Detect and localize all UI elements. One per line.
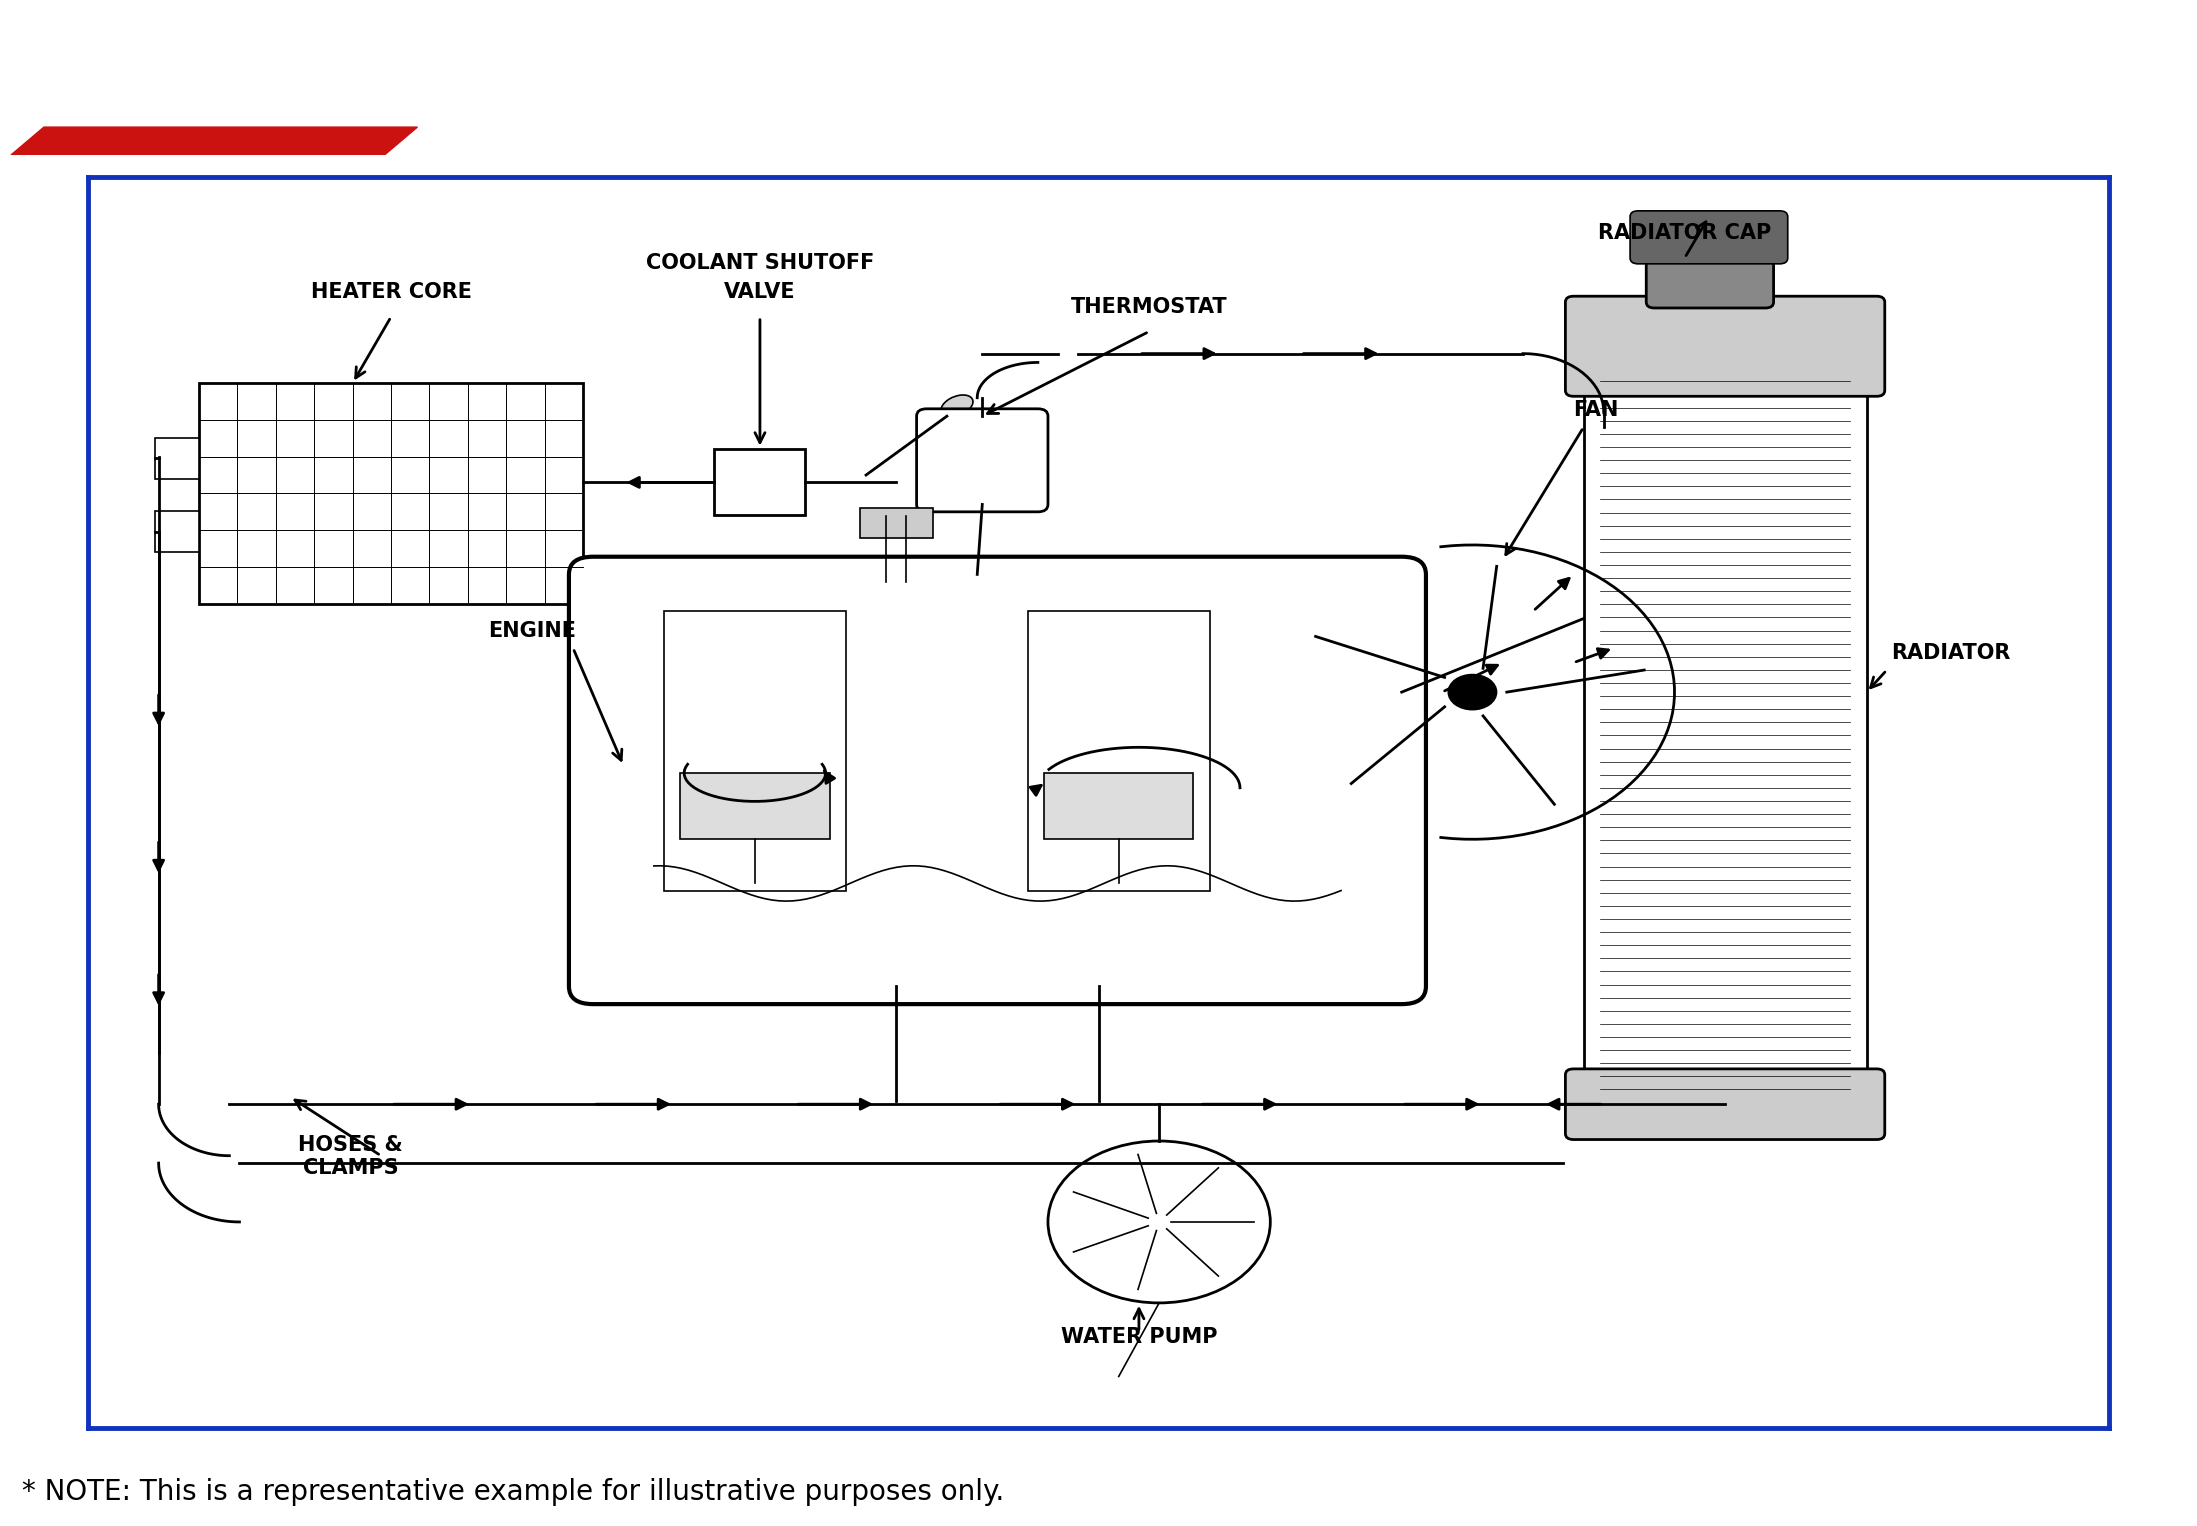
Circle shape [1048, 1141, 1270, 1303]
Polygon shape [11, 127, 417, 156]
FancyBboxPatch shape [1646, 240, 1773, 308]
Text: FAN: FAN [1573, 400, 1619, 420]
FancyBboxPatch shape [1630, 211, 1788, 264]
Bar [200, 383, 582, 604]
Text: THERMOSTAT: THERMOSTAT [1070, 298, 1228, 317]
Bar [1584, 324, 1867, 1134]
Bar [1028, 612, 1211, 891]
Bar [714, 449, 806, 514]
Bar [859, 508, 934, 537]
Bar [681, 774, 830, 839]
Bar [663, 612, 846, 891]
Text: WATER PUMP: WATER PUMP [1061, 1328, 1217, 1347]
FancyBboxPatch shape [569, 557, 1426, 1004]
Text: RADIATOR CAP: RADIATOR CAP [1597, 223, 1771, 243]
Ellipse shape [940, 395, 973, 417]
Bar [154, 511, 200, 552]
FancyBboxPatch shape [916, 409, 1048, 511]
Circle shape [1448, 674, 1496, 710]
Text: ACDelco: ACDelco [86, 24, 420, 93]
FancyBboxPatch shape [1566, 1068, 1885, 1140]
FancyBboxPatch shape [1566, 296, 1885, 397]
Text: ENGINE: ENGINE [488, 621, 576, 641]
Text: Cooling System Operation: Cooling System Operation [769, 35, 1955, 113]
Text: RADIATOR: RADIATOR [1892, 642, 2010, 662]
Text: HOSES &
CLAMPS: HOSES & CLAMPS [299, 1135, 402, 1178]
Text: ®: ® [464, 72, 481, 90]
Text: COOLANT SHUTOFF: COOLANT SHUTOFF [646, 253, 874, 273]
Bar [154, 438, 200, 479]
Bar [1044, 774, 1193, 839]
Text: HEATER CORE: HEATER CORE [310, 282, 472, 302]
Text: VALVE: VALVE [725, 282, 795, 302]
Text: * NOTE: This is a representative example for illustrative purposes only.: * NOTE: This is a representative example… [22, 1477, 1004, 1506]
